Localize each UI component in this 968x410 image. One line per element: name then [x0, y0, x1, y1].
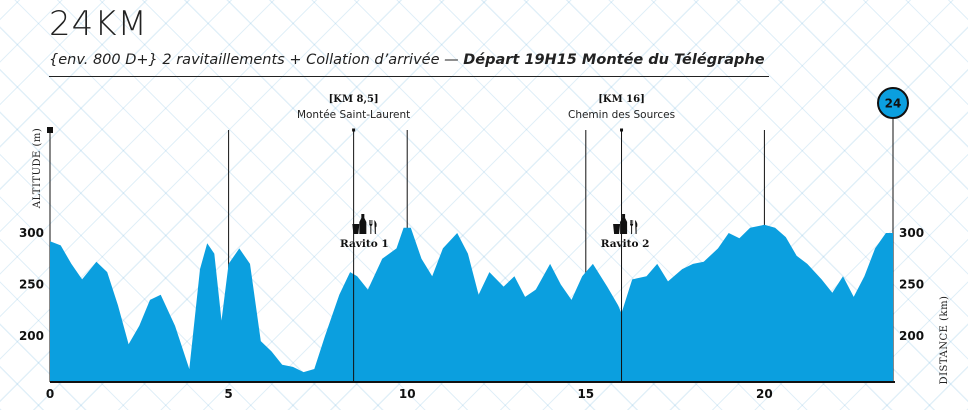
subtitle-italic: {env. 800 D+} 2 ravitaillements + Collat…	[49, 52, 464, 68]
y-tick-label: 250	[19, 278, 44, 292]
bottle-icon	[359, 214, 367, 234]
km-marker-title: [KM 8,5]	[329, 94, 379, 105]
y-tick-label-right: 200	[899, 329, 924, 343]
marker-dot	[620, 128, 624, 132]
finish-badge-label: 24	[885, 97, 902, 111]
km-markers: [KM 8,5] Montée Saint-Laurent [KM 16] Chemi…	[297, 94, 675, 121]
subtitle-bold: Départ 19H15 Montée du Télégraphe	[463, 52, 765, 68]
finish-badge-circle	[877, 87, 909, 119]
cup-icon	[352, 224, 360, 234]
bottle-icon	[620, 214, 628, 234]
aid-stations: Ravito 1 Ravito 2	[340, 214, 649, 250]
km-marker-subtitle: Montée Saint-Laurent	[297, 109, 410, 121]
y-tick-label-right: 250	[899, 278, 924, 292]
x-tick-label: 0	[46, 387, 54, 401]
ravito-icon	[352, 214, 377, 234]
ravito-label: Ravito 1	[340, 238, 389, 250]
x-tick-label: 5	[224, 387, 232, 401]
ravito-label: Ravito 2	[601, 238, 650, 250]
subtitle: {env. 800 D+} 2 ravitaillements + Collat…	[49, 52, 765, 68]
km-marker-title: [KM 16]	[598, 94, 645, 105]
start-marker	[47, 127, 53, 133]
header-rule	[49, 76, 769, 77]
cup-icon	[613, 224, 621, 234]
marker-dot	[352, 128, 356, 132]
y-tick-label: 200	[19, 329, 44, 343]
y-axis-label: ALTITUDE (m)	[32, 128, 43, 210]
knife-icon	[635, 220, 638, 234]
x-tick-label: 20	[756, 387, 773, 401]
y-tick-labels-right: 300 250 200	[899, 226, 924, 343]
x-tick-labels: 0 5 10 15 20	[46, 387, 773, 401]
marker-lines	[352, 128, 624, 382]
knife-icon	[374, 220, 377, 234]
ravito-icon	[613, 214, 638, 234]
y-axis-label-right: DISTANCE (km)	[939, 296, 950, 385]
elevation-profile-area	[50, 224, 893, 382]
fork-icon	[630, 220, 634, 234]
fork-icon	[369, 220, 373, 234]
header: 24KM {env. 800 D+} 2 ravitaillements + C…	[0, 0, 968, 80]
y-tick-labels-left: 300 250 200	[19, 226, 44, 343]
km-marker-subtitle: Chemin des Sources	[568, 109, 675, 121]
x-tick-label: 10	[399, 387, 416, 401]
finish-badge: 24	[877, 87, 909, 119]
y-tick-label-right: 300	[899, 226, 924, 240]
page-title: 24KM	[49, 4, 148, 44]
y-tick-label: 300	[19, 226, 44, 240]
x-tick-label: 15	[577, 387, 594, 401]
